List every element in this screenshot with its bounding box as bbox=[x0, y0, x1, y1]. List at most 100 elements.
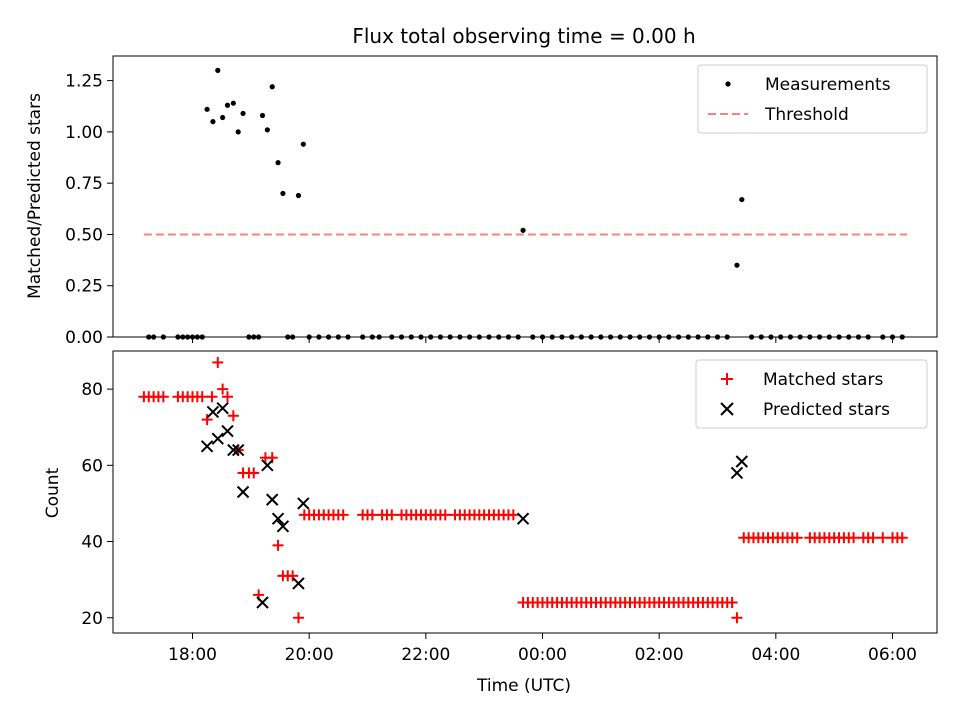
x-tick-label: 04:00 bbox=[751, 645, 800, 665]
predicted-star-point bbox=[256, 596, 269, 609]
chart-title: Flux total observing time = 0.00 h bbox=[352, 24, 695, 48]
predicted-marker-b bbox=[735, 455, 749, 468]
top-y-axis: 0.00 0.25 0.50 0.75 1.00 1.25 bbox=[65, 72, 113, 348]
measurement-point bbox=[280, 190, 286, 197]
matched-star-point bbox=[731, 612, 743, 624]
matched-star-point bbox=[206, 391, 218, 403]
matched-star-point bbox=[366, 509, 378, 521]
bottom-plot-area bbox=[138, 356, 908, 624]
predicted-marker-b bbox=[211, 432, 224, 445]
predicted-marker-b bbox=[271, 512, 285, 525]
bottom-y-axis-label: Count bbox=[43, 467, 63, 518]
y-tick-label: 1.25 bbox=[65, 72, 103, 92]
y-tick-label: 80 bbox=[81, 380, 103, 400]
predicted-star-point bbox=[730, 466, 744, 480]
matched-star-point bbox=[212, 356, 224, 368]
matched-star-point bbox=[287, 570, 299, 582]
measurement-point bbox=[739, 196, 745, 203]
predicted-marker-b bbox=[231, 443, 245, 457]
legend-measurements-marker bbox=[725, 81, 731, 87]
matched-star-point bbox=[848, 532, 860, 544]
matched-star-point bbox=[248, 467, 260, 479]
top-y-axis-label: Matched/Predicted stars bbox=[25, 93, 45, 299]
predicted-star-point bbox=[206, 405, 220, 419]
measurement-point bbox=[215, 67, 221, 73]
predicted-marker-b bbox=[256, 596, 269, 609]
predicted-star-point bbox=[266, 493, 279, 506]
measurement-point bbox=[224, 102, 231, 108]
predicted-star-point bbox=[216, 401, 229, 415]
legend-matched-label: Matched stars bbox=[763, 370, 883, 390]
top-panel: 0.00 0.25 0.50 0.75 1.00 1.25 Matched/Predict… bbox=[25, 55, 938, 348]
measurement-point bbox=[210, 119, 216, 125]
predicted-marker-b bbox=[227, 443, 240, 457]
predicted-star-point bbox=[271, 512, 285, 525]
measurement-point bbox=[269, 84, 275, 90]
top-axes-frame bbox=[112, 55, 938, 338]
predicted-marker-b bbox=[206, 405, 220, 419]
measurement-point bbox=[259, 112, 266, 119]
matched-star-point bbox=[196, 391, 208, 403]
predicted-star-point bbox=[261, 459, 274, 472]
top-legend-box bbox=[697, 64, 928, 134]
predicted-marker-b bbox=[516, 512, 530, 525]
matched-star-point bbox=[867, 532, 879, 544]
y-tick-label: 0.75 bbox=[65, 174, 103, 194]
top-x-ticks bbox=[192, 337, 893, 343]
legend-threshold-label: Threshold bbox=[764, 105, 849, 125]
predicted-marker-b bbox=[236, 485, 250, 499]
predicted-marker-b bbox=[200, 440, 214, 453]
matched-star-point bbox=[386, 509, 398, 521]
predicted-star-point bbox=[200, 440, 214, 453]
measurement-point bbox=[295, 192, 302, 199]
measurement-point bbox=[264, 127, 270, 133]
predicted-star-point bbox=[221, 424, 234, 438]
x-tick-label: 06:00 bbox=[868, 645, 917, 665]
bottom-panel: 20 40 60 80 18:00 20:00 22:00 00:00 02:00 04:00 0… bbox=[43, 350, 938, 696]
measurement-point bbox=[734, 262, 740, 268]
predicted-star-point bbox=[292, 577, 305, 590]
matched-star-point bbox=[201, 414, 213, 426]
predicted-star-point bbox=[735, 455, 749, 468]
measurement-point bbox=[300, 141, 306, 147]
y-tick-label: 20 bbox=[81, 609, 103, 629]
predicted-marker-b bbox=[216, 401, 229, 415]
predicted-star-point bbox=[516, 512, 530, 525]
matched-star-point bbox=[507, 509, 519, 521]
legend-predicted-marker bbox=[720, 402, 734, 416]
bottom-y-axis: 20 40 60 80 bbox=[81, 380, 113, 629]
matched-star-point bbox=[272, 539, 284, 551]
x-tick-label: 02:00 bbox=[635, 645, 684, 665]
measurement-point bbox=[230, 100, 236, 106]
matched-star-point bbox=[726, 597, 738, 609]
y-tick-label: 0.00 bbox=[65, 328, 103, 348]
measurement-point bbox=[204, 106, 210, 112]
y-tick-label: 0.50 bbox=[65, 225, 103, 245]
matched-star-point bbox=[337, 509, 349, 521]
measurement-point bbox=[275, 160, 281, 166]
measurement-point bbox=[520, 227, 526, 233]
matched-star-point bbox=[227, 410, 239, 422]
predicted-marker-b bbox=[276, 520, 290, 533]
predicted-marker-b bbox=[266, 493, 279, 506]
predicted-star-point bbox=[231, 443, 245, 457]
bottom-x-axis-label: Time (UTC) bbox=[476, 676, 571, 696]
matched-star-point bbox=[439, 509, 451, 521]
predicted-star-point bbox=[227, 443, 240, 457]
x-tick-label: 22:00 bbox=[401, 645, 450, 665]
predicted-marker-b bbox=[730, 466, 744, 480]
x-tick-label: 18:00 bbox=[168, 645, 217, 665]
matched-star-point bbox=[292, 612, 304, 624]
measurement-point bbox=[235, 129, 241, 135]
y-tick-label: 0.25 bbox=[65, 277, 103, 297]
predicted-star-point bbox=[297, 497, 310, 510]
bottom-axes-frame bbox=[112, 350, 938, 634]
measurement-point bbox=[220, 114, 226, 121]
bottom-x-axis: 18:00 20:00 22:00 00:00 02:00 04:00 06:00 bbox=[168, 633, 917, 665]
predicted-marker-b bbox=[297, 497, 310, 510]
x-tick-label: 00:00 bbox=[518, 645, 567, 665]
predicted-marker-b bbox=[221, 424, 234, 438]
legend-matched-marker bbox=[721, 373, 733, 385]
predicted-marker-b bbox=[261, 459, 274, 472]
